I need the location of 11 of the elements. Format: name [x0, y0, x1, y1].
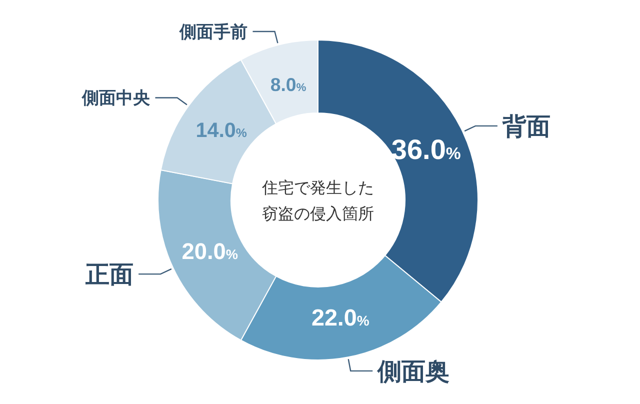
slice-label: 背面: [501, 113, 550, 140]
slice-label: 正面: [84, 261, 134, 288]
data-label: 22.0%: [311, 304, 370, 331]
data-label: 8.0%: [270, 74, 306, 95]
slice-label: 側面中央: [81, 88, 152, 108]
text: 住宅で発生した窃盗の侵入箇所: [261, 179, 374, 223]
data-label: 14.0%: [196, 118, 247, 142]
data-label: 20.0%: [182, 238, 238, 264]
slice-label: 側面奥: [376, 358, 450, 386]
slice-label: 側面手前: [178, 22, 248, 42]
data-label: 36.0%: [391, 134, 461, 165]
